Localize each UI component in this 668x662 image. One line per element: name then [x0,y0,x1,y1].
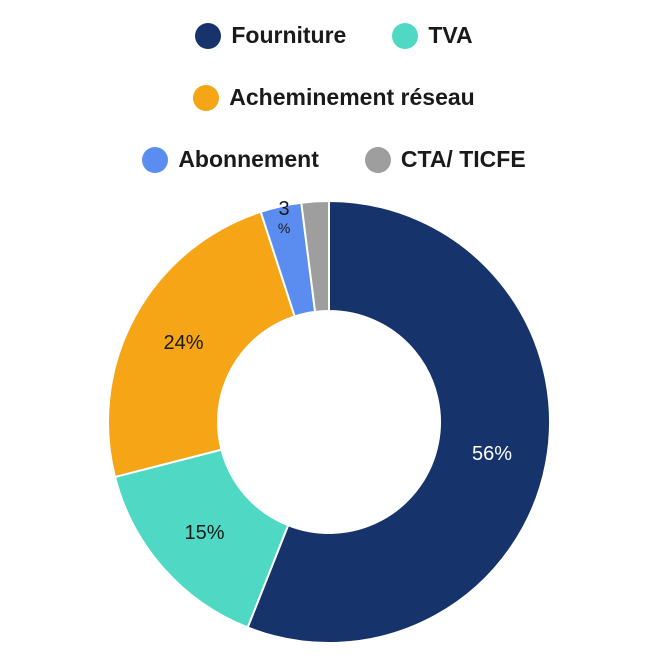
legend-label-cta-ticfe: CTA/ TICFE [400,146,526,172]
slice-label-tva: 15% [184,522,224,544]
legend-item-tva: TVA [392,22,473,49]
legend-row-1: Fourniture TVA [0,22,668,49]
slice-tva [113,448,290,629]
legend-label-abonnement: Abonnement [178,146,319,172]
slice-label-abonnement: 3% [278,198,290,236]
legend-item-fourniture: Fourniture [195,22,346,49]
slice-label-acheminement: 24% [164,332,204,354]
legend-label-fourniture: Fourniture [231,22,347,48]
legend-label-tva: TVA [428,22,473,48]
legend-swatch-cta-ticfe [364,146,391,173]
legend-swatch-fourniture [195,22,222,49]
slice-fourniture [246,199,551,644]
legend-item-abonnement: Abonnement [142,146,319,173]
legend-swatch-tva [392,22,419,49]
legend-item-cta-ticfe: CTA/ TICFE [364,146,526,173]
slice-acheminement [107,210,296,479]
slice-label-fourniture: 56% [472,443,512,465]
legend-swatch-abonnement [142,146,169,173]
legend-item-acheminement: Acheminement réseau [193,84,475,111]
legend-swatch-acheminement [193,84,220,111]
legend-label-acheminement: Acheminement réseau [229,84,475,110]
slice-cta-ticfe [300,199,330,313]
legend-row-3: Abonnement CTA/ TICFE [0,146,668,173]
legend-row-2: Acheminement réseau [0,84,668,111]
